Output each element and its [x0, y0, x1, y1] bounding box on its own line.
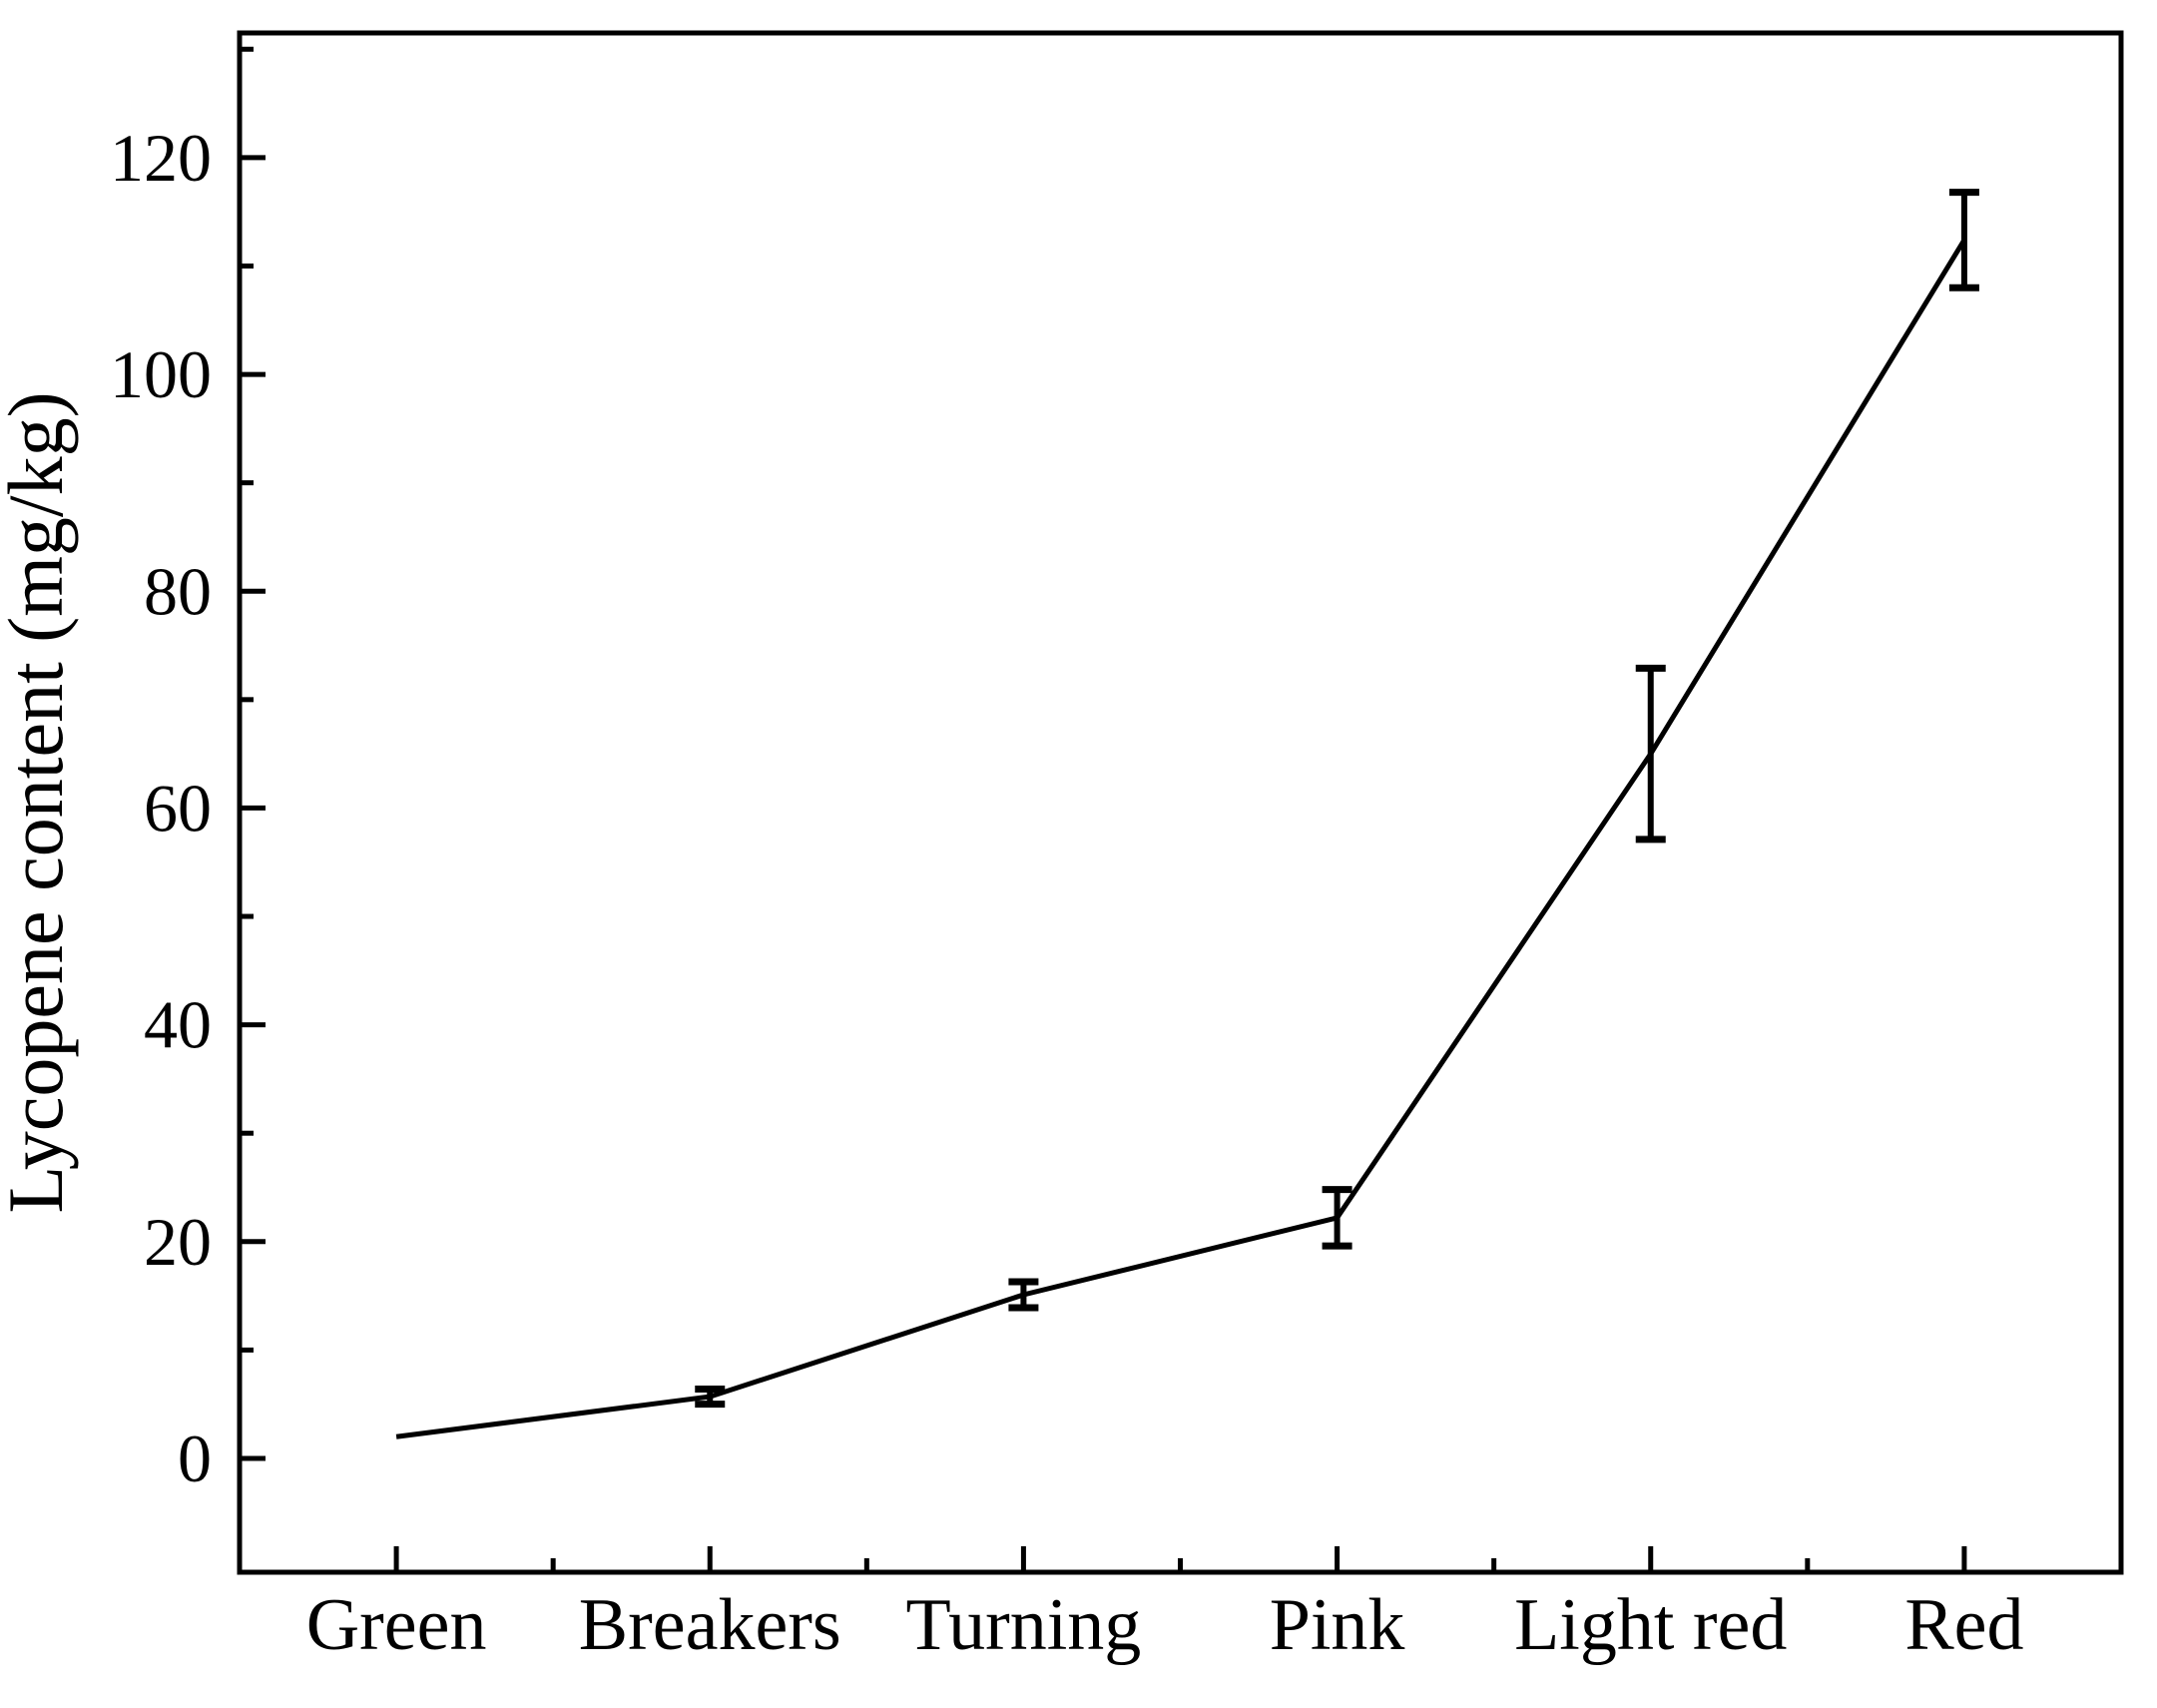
- x-category-label: Red: [1904, 1584, 2023, 1666]
- x-category-label: Green: [306, 1584, 487, 1666]
- data-line-layer: [395, 239, 1967, 1439]
- y-tick-label: 120: [110, 120, 212, 196]
- y-axis-title: Lycopene content (mg/kg): [0, 391, 79, 1213]
- axis-labels-layer: 0 20 40 60 80 100 120 Green Breakers Turning Pink L…: [110, 120, 2024, 1666]
- x-category-label: Turning: [906, 1584, 1142, 1666]
- x-category-label: Pink: [1270, 1584, 1405, 1666]
- data-line: [395, 239, 1967, 1439]
- y-tick-label: 100: [110, 336, 212, 412]
- y-tick-label: 60: [144, 771, 212, 847]
- error-bars-layer: [695, 189, 1979, 1409]
- y-tick-label: 0: [178, 1421, 212, 1496]
- axis-ticks-layer: [240, 46, 1967, 1572]
- y-tick-label: 40: [144, 987, 212, 1063]
- y-tick-label: 80: [144, 553, 212, 629]
- y-tick-label: 20: [144, 1204, 212, 1280]
- x-category-label: Breakers: [579, 1584, 841, 1666]
- plot-frame: [237, 30, 2124, 1575]
- x-category-label: Light red: [1514, 1584, 1787, 1666]
